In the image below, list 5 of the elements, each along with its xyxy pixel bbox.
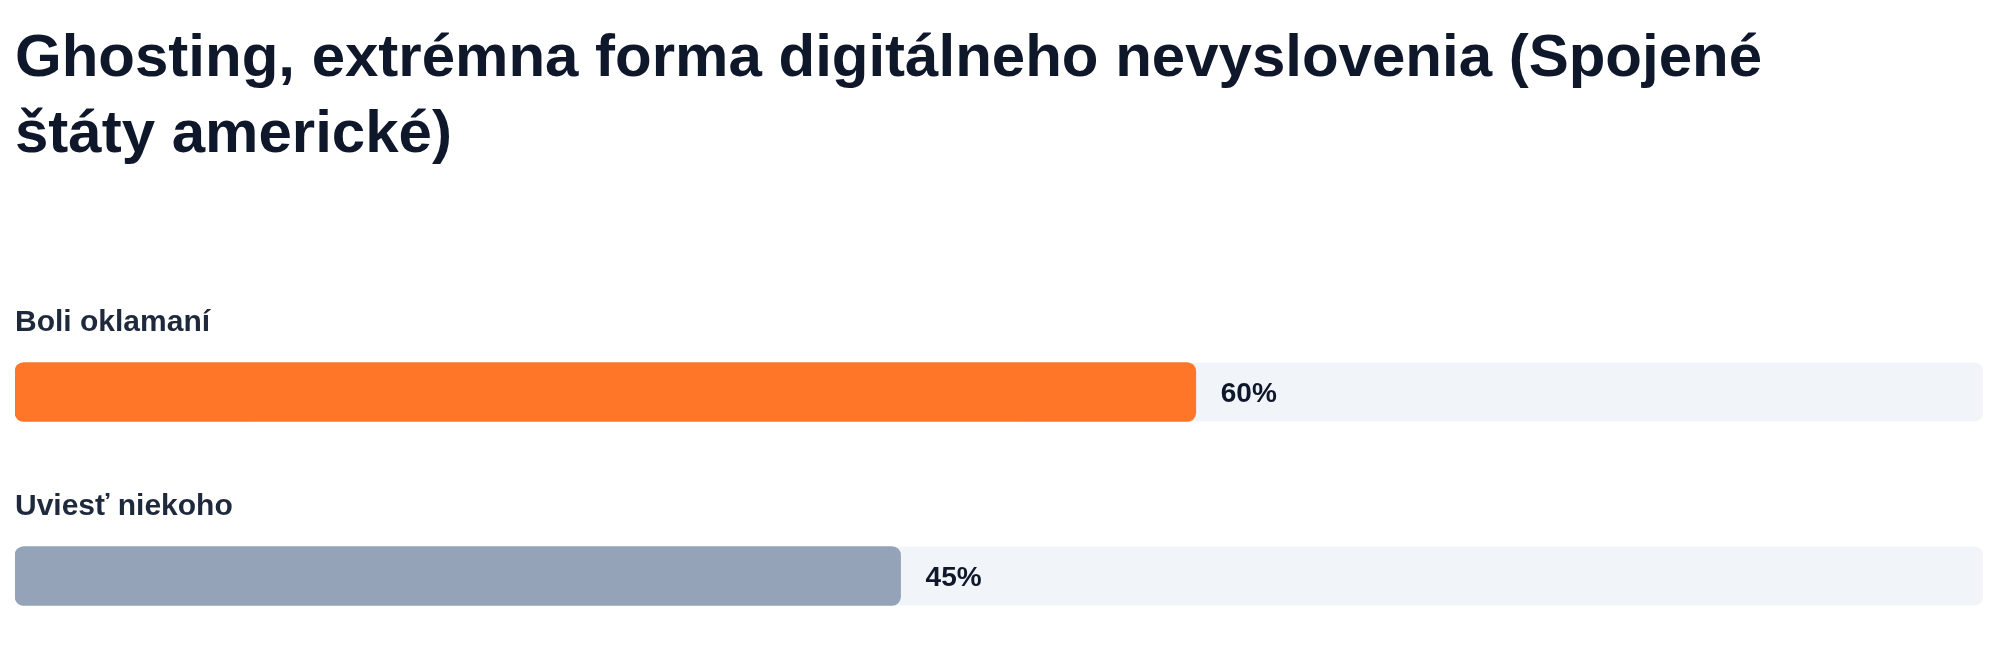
data-label: 45% [925, 560, 982, 592]
data-label: 60% [1220, 376, 1277, 408]
y-tick-label: Uviesť niekoho [15, 487, 233, 521]
chart-title: Ghosting, extrémna forma digitálneho nevyslovenia (Spojené štáty americké) [15, 21, 1764, 167]
y-tick-label: Boli oklamaní [15, 303, 212, 337]
